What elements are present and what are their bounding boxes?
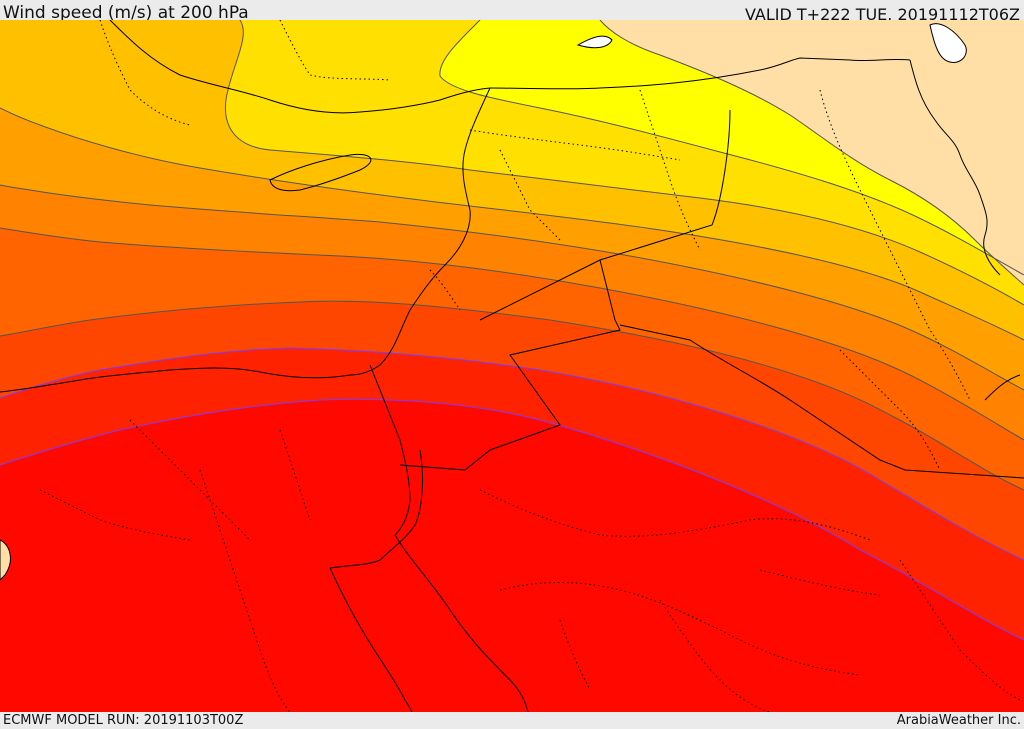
- water-bodies: [0, 23, 967, 581]
- title-bar: Wind speed (m/s) at 200 hPa VALID T+222 …: [0, 0, 1024, 24]
- internal-boundaries: [39, 20, 1021, 712]
- map-canvas: [0, 20, 1024, 712]
- wind-speed-map: [0, 20, 1024, 712]
- lake-van: [929, 23, 967, 64]
- model-run-label: ECMWF MODEL RUN: 20191103T00Z: [3, 713, 244, 728]
- wind-contours: [0, 20, 1024, 641]
- valid-time: VALID T+222 TUE. 20191112T06Z: [744, 5, 1020, 24]
- wind-band-1: [600, 20, 1024, 285]
- map-title: Wind speed (m/s) at 200 hPa: [3, 3, 249, 23]
- credit-label: ArabiaWeather Inc.: [896, 713, 1021, 728]
- lake-urmia-region: [576, 35, 613, 49]
- country-borders: [0, 20, 1024, 712]
- red-sea-north: [0, 539, 11, 581]
- footer-bar: ECMWF MODEL RUN: 20191103T00Z ArabiaWeat…: [0, 712, 1024, 729]
